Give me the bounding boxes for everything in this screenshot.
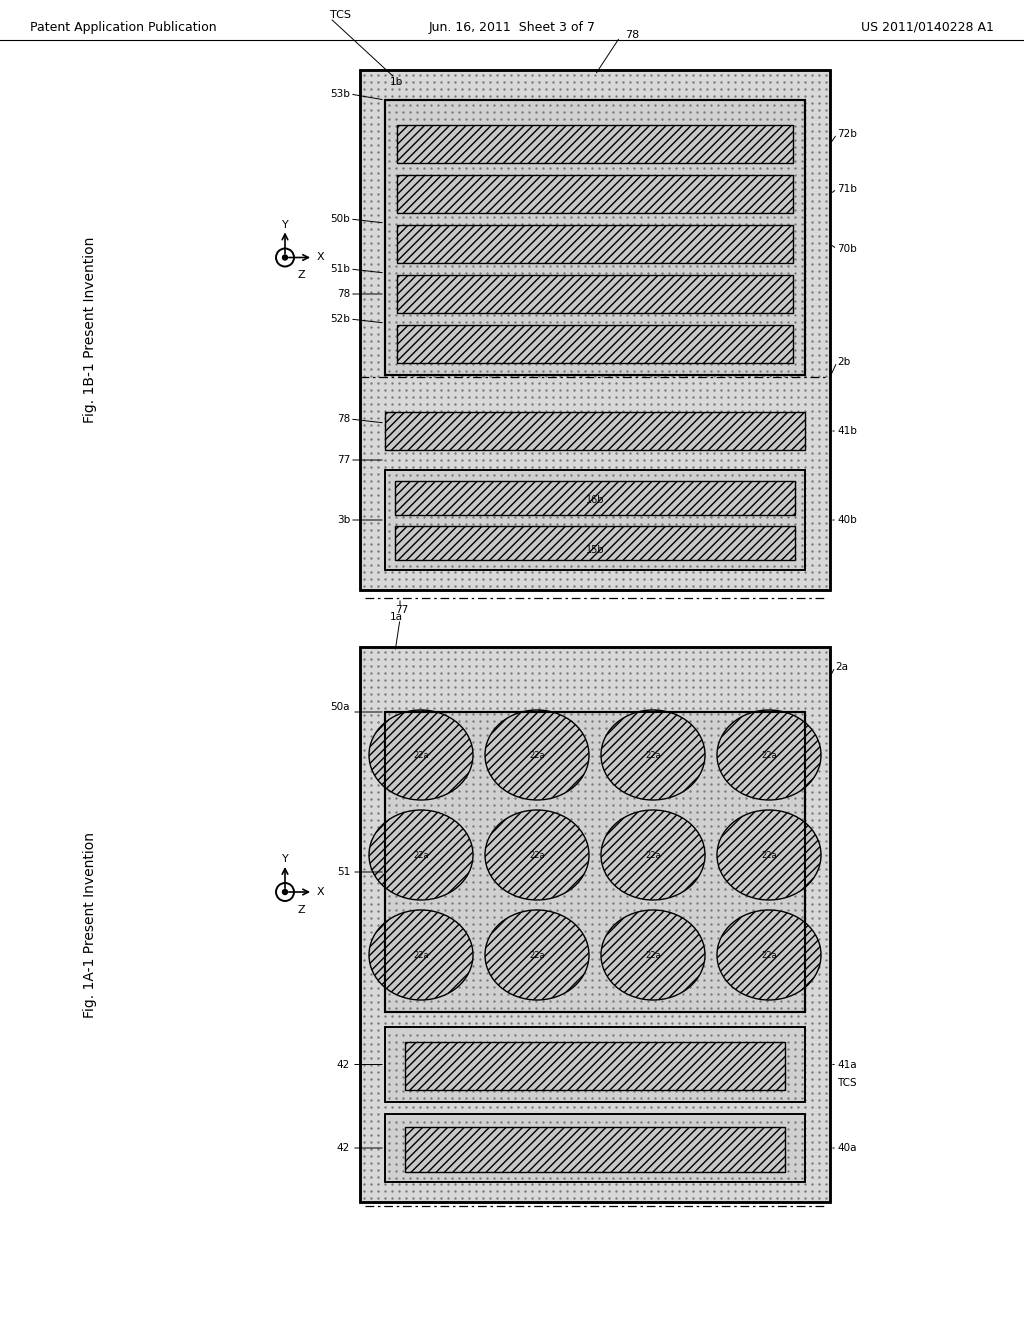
Bar (385, 711, 805, 1012)
Text: 70b: 70b (837, 244, 857, 253)
Bar (406, 1041, 785, 1090)
Text: 40b: 40b (837, 515, 857, 525)
Bar (385, 1027, 805, 1102)
Text: 22a: 22a (414, 850, 429, 859)
Text: 22a: 22a (761, 850, 777, 859)
Ellipse shape (369, 810, 473, 900)
Bar (406, 1127, 785, 1172)
Text: 50b: 50b (331, 214, 350, 224)
Text: 77: 77 (395, 605, 409, 615)
Text: Z: Z (298, 906, 305, 915)
Text: 50a: 50a (331, 702, 350, 711)
Text: 51b: 51b (330, 264, 350, 275)
Text: Y: Y (282, 854, 289, 865)
Bar (385, 1027, 805, 1102)
Bar (385, 100, 805, 375)
Bar (397, 176, 793, 213)
Text: 72b: 72b (837, 129, 857, 139)
Ellipse shape (485, 710, 589, 800)
Text: 22a: 22a (761, 751, 777, 759)
Bar (360, 647, 830, 1203)
Ellipse shape (369, 909, 473, 1001)
Text: 22a: 22a (414, 950, 429, 960)
Text: 22a: 22a (645, 950, 660, 960)
Text: TCS: TCS (330, 11, 351, 20)
Bar (385, 711, 805, 1012)
Ellipse shape (717, 710, 821, 800)
Text: 16b: 16b (586, 495, 604, 506)
Text: 78: 78 (337, 289, 350, 300)
Text: X: X (317, 887, 325, 898)
Text: 41b: 41b (837, 426, 857, 436)
Text: 22a: 22a (761, 950, 777, 960)
Text: 22a: 22a (529, 950, 545, 960)
Bar (385, 470, 805, 570)
Ellipse shape (601, 810, 705, 900)
Text: Y: Y (282, 219, 289, 230)
Text: 2b: 2b (837, 356, 850, 367)
Ellipse shape (369, 710, 473, 800)
Bar (395, 525, 795, 560)
Ellipse shape (717, 810, 821, 900)
Text: 22a: 22a (645, 850, 660, 859)
Text: 78: 78 (625, 30, 639, 40)
Circle shape (283, 890, 288, 895)
Text: Fig. 1B-1 Present Invention: Fig. 1B-1 Present Invention (83, 236, 97, 424)
Text: 2a: 2a (835, 663, 848, 672)
Text: Patent Application Publication: Patent Application Publication (30, 21, 217, 33)
Ellipse shape (601, 909, 705, 1001)
Text: 42: 42 (337, 1143, 350, 1152)
Text: 22a: 22a (414, 751, 429, 759)
Text: 22a: 22a (529, 850, 545, 859)
Text: Z: Z (298, 271, 305, 281)
Ellipse shape (485, 909, 589, 1001)
Text: 51: 51 (337, 867, 350, 876)
Text: 53b: 53b (330, 88, 350, 99)
Text: 3b: 3b (337, 515, 350, 525)
Bar (385, 412, 805, 450)
Text: 40a: 40a (837, 1143, 856, 1152)
Text: TCS: TCS (837, 1077, 857, 1088)
Text: Fig. 1A-1 Present Invention: Fig. 1A-1 Present Invention (83, 832, 97, 1018)
Bar (397, 224, 793, 263)
Text: 71b: 71b (837, 183, 857, 194)
Text: 22a: 22a (529, 751, 545, 759)
Text: US 2011/0140228 A1: US 2011/0140228 A1 (861, 21, 994, 33)
Text: 41a: 41a (837, 1060, 857, 1069)
Bar (385, 1114, 805, 1181)
Bar (360, 70, 830, 590)
Text: Jun. 16, 2011  Sheet 3 of 7: Jun. 16, 2011 Sheet 3 of 7 (428, 21, 596, 33)
Bar (360, 647, 830, 1203)
Text: 22a: 22a (645, 751, 660, 759)
Bar (397, 275, 793, 313)
Text: 52b: 52b (330, 314, 350, 323)
Bar (385, 1114, 805, 1181)
Bar (397, 325, 793, 363)
Text: 78: 78 (337, 414, 350, 424)
Bar (397, 125, 793, 162)
Bar (385, 470, 805, 570)
Text: 42: 42 (337, 1060, 350, 1069)
Bar (360, 70, 830, 590)
Ellipse shape (485, 810, 589, 900)
Bar (385, 100, 805, 375)
Text: 15b: 15b (586, 545, 604, 554)
Text: 1a: 1a (390, 612, 403, 622)
Text: 1b: 1b (390, 77, 403, 87)
Text: X: X (317, 252, 325, 263)
Ellipse shape (717, 909, 821, 1001)
Bar (395, 480, 795, 515)
Text: 77: 77 (337, 455, 350, 465)
Circle shape (283, 255, 288, 260)
Ellipse shape (601, 710, 705, 800)
